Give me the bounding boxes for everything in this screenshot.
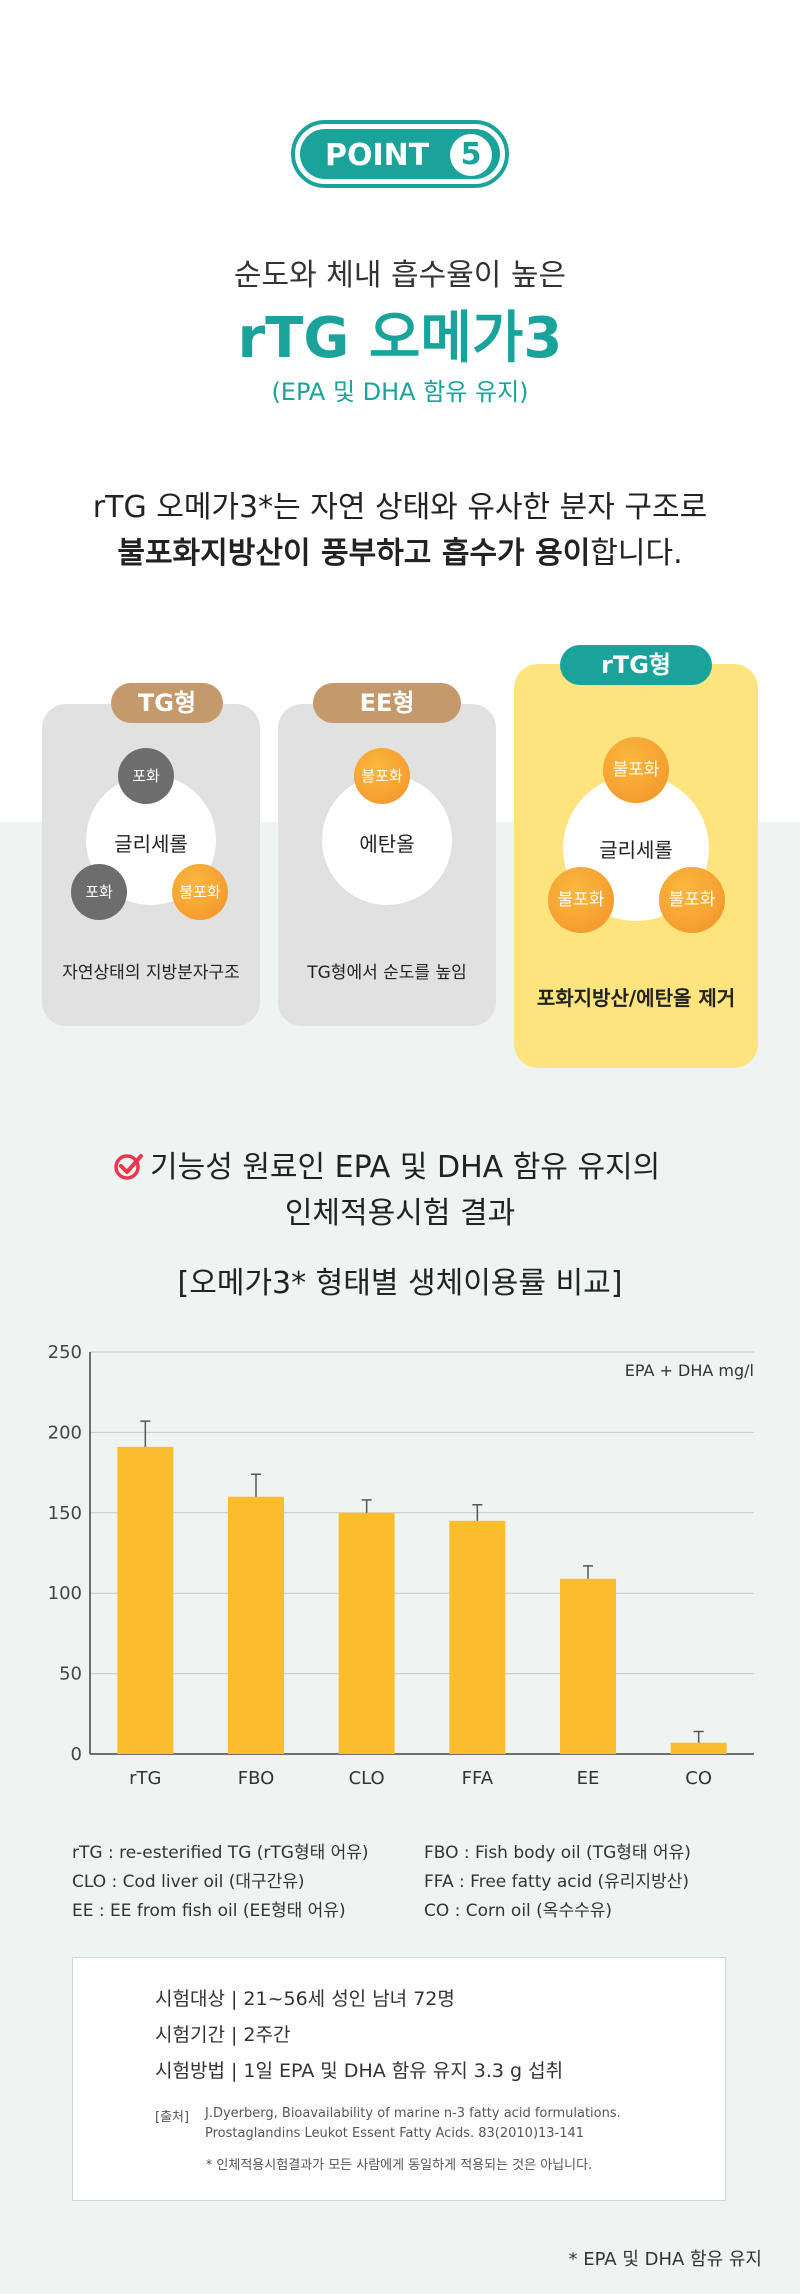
x-tick-label: CLO <box>349 1768 385 1789</box>
point-label: POINT <box>325 138 430 173</box>
bar-rtg <box>117 1446 174 1754</box>
bar-ee <box>560 1578 616 1754</box>
pill-ee: EE형 <box>313 683 461 723</box>
disclaimer: * 인체적용시험결과가 모든 사람에게 동일하게 적용되는 것은 아닙니다. <box>205 2158 593 2173</box>
pill-tg: TG형 <box>111 683 223 723</box>
ee-mol-unsaturated: 불포화 <box>354 748 410 804</box>
study-info-box: 시험대상 | 21~56세 성인 남녀 72명 시험기간 | 2주간 시험방법 … <box>72 1957 726 2201</box>
bar-chart: 0 50 100 150 200 250 rTG FBO CLO FFA EE CO EPA + D… <box>48 1342 754 1789</box>
bar-co <box>670 1742 727 1754</box>
ee-caption: TG형에서 순도를 높임 <box>307 963 467 983</box>
rtg-center-label: 글리세롤 <box>599 838 673 862</box>
source-line1: J.Dyerberg, Bioavailability of marine n-… <box>205 2106 621 2121</box>
section2-title-line2: 인체적용시험 결과 <box>284 1196 516 1231</box>
tg-mol-saturated-2: 포화 <box>71 864 127 920</box>
point-badge-inner: POINT 5 <box>300 129 500 179</box>
description-rest: 합니다. <box>590 536 683 571</box>
legend-item-fbo: FBO : Fish body oil (TG형태 어유) <box>424 1843 691 1863</box>
legend-item-ee: EE : EE from fish oil (EE형태 어유) <box>72 1901 346 1921</box>
description-line2: 불포화지방산이 풍부하고 흡수가 용이합니다. <box>0 528 800 572</box>
bar-fbo <box>228 1496 284 1754</box>
footnote: * EPA 및 DHA 함유 유지 <box>568 2249 762 2270</box>
ee-center-label: 에탄올 <box>359 832 415 856</box>
y-tick-label: 50 <box>59 1664 82 1685</box>
info-method: 시험방법 | 1일 EPA 및 DHA 함유 유지 3.3 g 섭취 <box>155 2060 564 2082</box>
legend-right: FBO : Fish body oil (TG형태 어유) FFA : Free… <box>424 1838 764 1925</box>
rtg-mol-unsaturated-2: 불포화 <box>548 867 614 933</box>
check-icon <box>114 1154 143 1180</box>
heading-paren: (EPA 및 DHA 함유 유지) <box>271 378 529 406</box>
y-tick-label: 250 <box>48 1342 82 1363</box>
tg-center-label: 글리세롤 <box>114 832 188 856</box>
info-period: 시험기간 | 2주간 <box>155 2024 291 2046</box>
legend-item-clo: CLO : Cod liver oil (대구간유) <box>72 1872 305 1892</box>
rtg-mol-unsaturated-3: 불포화 <box>659 867 725 933</box>
chart-heading: [오메가3* 형태별 생체이용률 비교] <box>177 1266 623 1301</box>
point-number: 5 <box>450 134 492 176</box>
x-tick-label: FBO <box>238 1768 275 1789</box>
description-bold: 불포화지방산이 풍부하고 흡수가 용이 <box>117 536 591 571</box>
heading-subtitle: 순도와 체내 흡수율이 높은 <box>233 258 567 293</box>
x-tick-label: rTG <box>129 1768 161 1789</box>
legend-item-rtg: rTG : re-esterified TG (rTG형태 어유) <box>72 1843 369 1863</box>
source-line2: Prostaglandins Leukot Essent Fatty Acids… <box>205 2126 585 2141</box>
y-tick-label: 0 <box>71 1744 82 1765</box>
rtg-caption: 포화지방산/에탄올 제거 <box>536 986 736 1010</box>
chart-unit-label: EPA + DHA mg/l <box>625 1361 754 1380</box>
bar-ffa <box>449 1520 506 1754</box>
y-tick-label: 100 <box>48 1583 82 1604</box>
pill-rtg: rTG형 <box>560 645 712 685</box>
y-tick-label: 150 <box>48 1503 82 1524</box>
description-line1: rTG 오메가3*는 자연 상태와 유사한 분자 구조로 <box>92 490 708 525</box>
bar-clo <box>338 1512 395 1754</box>
info-subjects: 시험대상 | 21~56세 성인 남녀 72명 <box>155 1988 455 2010</box>
tg-caption: 자연상태의 지방분자구조 <box>62 963 240 983</box>
tg-mol-unsaturated: 불포화 <box>172 864 228 920</box>
x-tick-label: CO <box>685 1768 712 1789</box>
legend-item-ffa: FFA : Free fatty acid (유리지방산) <box>424 1872 689 1892</box>
point-badge: POINT 5 <box>291 120 509 188</box>
x-tick-label: EE <box>577 1768 600 1789</box>
source-label: [출처] <box>155 2110 190 2125</box>
heading-title: rTG 오메가3 <box>237 306 563 371</box>
section2-title-line1: 기능성 원료인 EPA 및 DHA 함유 유지의 <box>150 1150 661 1185</box>
x-tick-label: FFA <box>462 1768 494 1789</box>
legend-item-co: CO : Corn oil (옥수수유) <box>424 1901 613 1921</box>
legend-left: rTG : re-esterified TG (rTG형태 어유) CLO : … <box>72 1838 432 1925</box>
rtg-mol-unsaturated-1: 불포화 <box>603 737 669 803</box>
tg-mol-saturated-1: 포화 <box>118 748 174 804</box>
y-tick-label: 200 <box>48 1422 82 1443</box>
